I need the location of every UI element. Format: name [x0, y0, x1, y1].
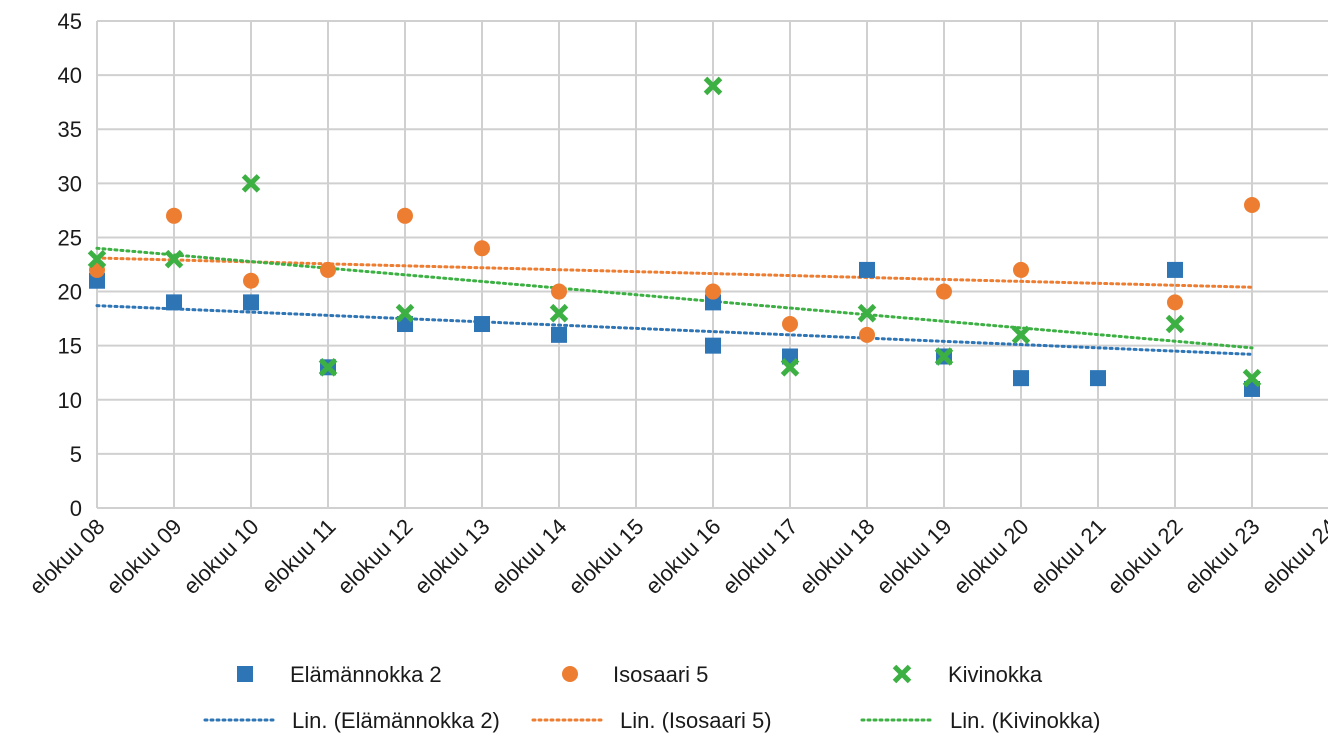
legend-marker [237, 666, 253, 682]
x-tick-label: elokuu 10 [178, 514, 263, 599]
data-point [166, 294, 182, 311]
x-tick-label: elokuu 13 [409, 514, 494, 599]
trendline [95, 304, 1254, 356]
y-tick-label: 40 [58, 63, 82, 88]
y-tick-label: 45 [58, 9, 82, 34]
data-point [87, 249, 107, 269]
legend-trendline-label: Lin. (Elämännokka 2) [292, 708, 500, 733]
trendline-layer [95, 246, 1254, 356]
y-tick-label: 25 [58, 225, 82, 250]
data-point [474, 316, 490, 333]
y-axis-tick-labels: 0 5 10 15 20 25 30 35 40 45 [58, 9, 82, 521]
x-tick-label: elokuu 22 [1102, 514, 1187, 599]
data-point [395, 303, 415, 323]
x-tick-label: elokuu 24 [1256, 514, 1328, 599]
data-point [549, 303, 569, 323]
y-tick-label: 5 [70, 442, 82, 467]
data-point [1165, 314, 1185, 334]
y-tick-label: 15 [58, 334, 82, 359]
data-point [782, 316, 798, 333]
trendline [95, 256, 1254, 289]
data-point [474, 240, 490, 257]
x-tick-label: elokuu 11 [257, 514, 341, 598]
trendline [95, 246, 1254, 350]
x-tick-label: elokuu 17 [717, 514, 802, 599]
y-tick-label: 35 [58, 117, 82, 142]
data-point [243, 272, 259, 289]
legend-label: Elämännokka 2 [290, 662, 442, 687]
x-tick-label: elokuu 09 [101, 514, 186, 599]
x-tick-label: elokuu 16 [640, 514, 725, 599]
data-point [934, 347, 954, 366]
data-point [320, 261, 336, 278]
y-tick-label: 30 [58, 171, 82, 196]
data-point [397, 207, 413, 224]
x-tick-label: elokuu 23 [1179, 514, 1264, 599]
legend-trendline-label: Lin. (Isosaari 5) [620, 708, 772, 733]
data-point [859, 326, 875, 343]
data-point [703, 76, 723, 96]
data-point [318, 358, 338, 377]
data-point [1013, 261, 1029, 278]
legend-trendline-label: Lin. (Kivinokka) [950, 708, 1100, 733]
data-point [551, 283, 567, 300]
legend-label: Isosaari 5 [613, 662, 708, 687]
y-tick-label: 0 [70, 496, 82, 521]
data-point [705, 337, 721, 354]
x-tick-label: elokuu 19 [871, 514, 956, 599]
data-point [1013, 370, 1029, 387]
data-point [859, 261, 875, 278]
data-point [164, 249, 184, 269]
data-point-layer [87, 76, 1262, 397]
legend-marker [562, 666, 578, 682]
data-point [1011, 325, 1031, 345]
data-point [1242, 368, 1262, 388]
x-tick-label: elokuu 15 [563, 514, 648, 599]
legend-marker [892, 664, 912, 684]
x-tick-label: elokuu 08 [24, 514, 109, 599]
x-tick-label: elokuu 20 [948, 514, 1033, 599]
data-point [166, 207, 182, 224]
x-tick-label: elokuu 21 [1025, 514, 1110, 599]
data-point [551, 326, 567, 343]
x-tick-label: elokuu 18 [794, 514, 879, 599]
data-point [1167, 261, 1183, 278]
legend-label: Kivinokka [948, 662, 1043, 687]
legend: Elämännokka 2 Isosaari 5 Kivinokka Lin. (El… [203, 662, 1100, 733]
data-point [936, 283, 952, 300]
data-point [241, 174, 261, 193]
data-point [1167, 294, 1183, 311]
data-point [857, 303, 877, 323]
data-point [243, 294, 259, 311]
x-tick-label: elokuu 12 [332, 514, 417, 599]
y-tick-label: 20 [58, 280, 82, 305]
data-point [1244, 196, 1260, 213]
data-point [780, 358, 800, 377]
y-tick-label: 10 [58, 388, 82, 413]
data-point [1090, 370, 1106, 387]
x-tick-label: elokuu 14 [486, 514, 571, 599]
data-point [705, 283, 721, 300]
